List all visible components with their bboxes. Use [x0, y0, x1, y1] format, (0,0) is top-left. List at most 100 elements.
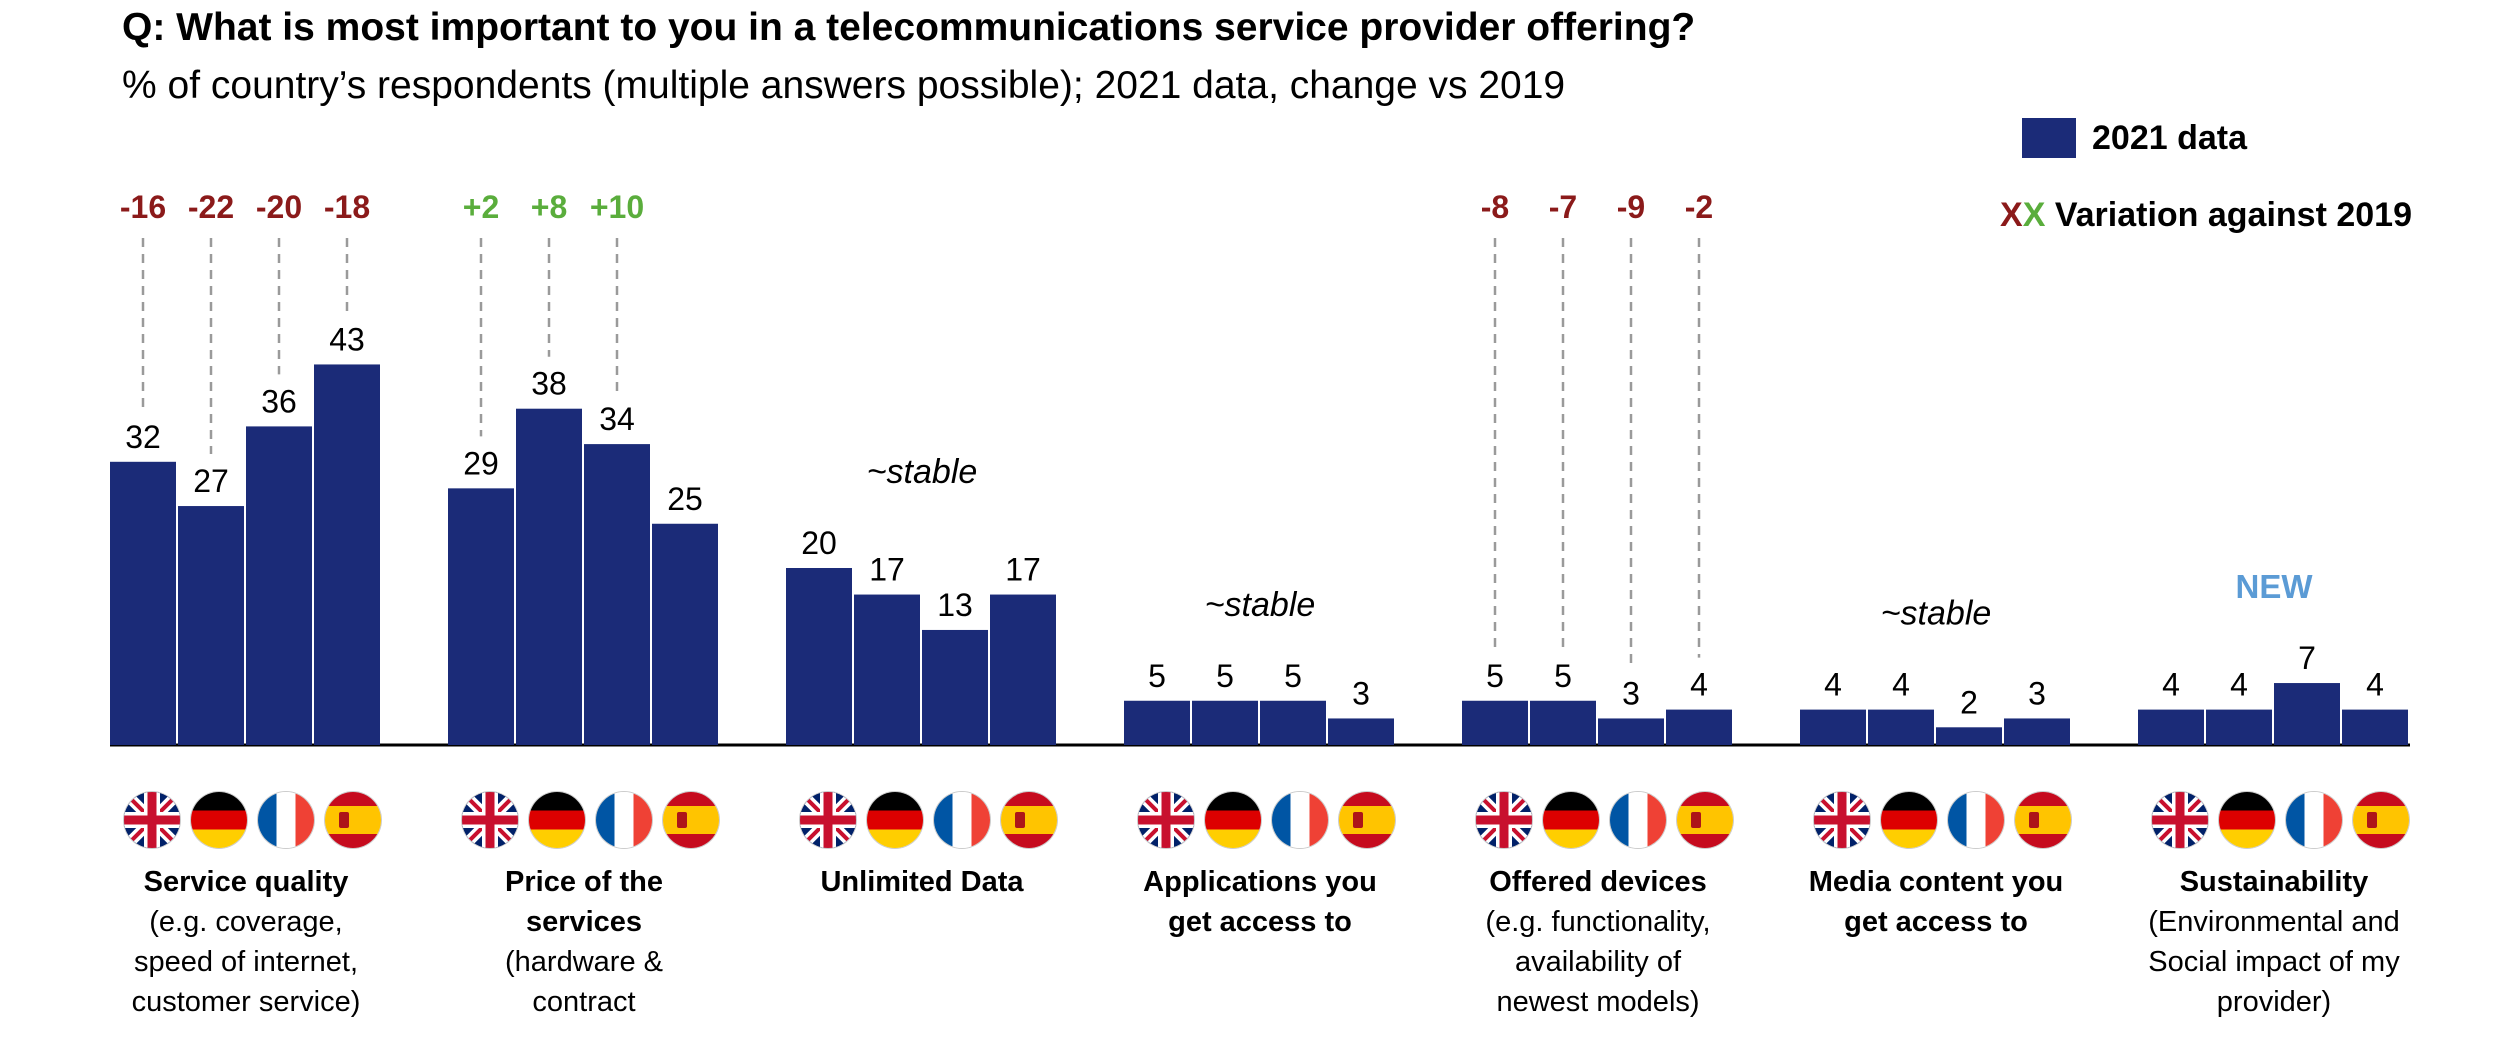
- category-label: Unlimited Data: [757, 862, 1087, 902]
- bar-value-label: 5: [1216, 658, 1234, 694]
- bar-value-label: 5: [1148, 658, 1166, 694]
- category-name: Sustainability: [2179, 866, 2369, 898]
- bar: [652, 523, 718, 745]
- legend-item-variation: XX Variation against 2019: [2000, 196, 2412, 235]
- germany-flag-icon: [191, 792, 247, 848]
- legend-swatch: [2022, 118, 2076, 158]
- category-name: get access to: [1168, 906, 1352, 938]
- bar: [786, 568, 852, 745]
- bar-value-label: 32: [125, 419, 161, 455]
- bar: [1868, 709, 1934, 745]
- category-description: availability of: [1514, 946, 1682, 978]
- bar: [1598, 718, 1664, 745]
- variation-label: -18: [324, 189, 370, 225]
- country-flags: [1476, 792, 1744, 848]
- legend-xx-red: X: [2000, 196, 2023, 234]
- uk-flag-icon: [462, 792, 518, 848]
- chart-title: Q: What is most important to you in a te…: [122, 6, 1696, 49]
- bar: [2274, 683, 2340, 745]
- bar-value-label: 5: [1554, 658, 1572, 694]
- spain-flag-icon: [1001, 792, 1057, 848]
- variation-label: -9: [1617, 189, 1645, 225]
- bar: [2138, 709, 2204, 745]
- variation-label: -8: [1481, 189, 1509, 225]
- bar-value-label: 38: [531, 366, 567, 402]
- bar-value-label: 3: [2028, 675, 2046, 711]
- france-flag-icon: [1610, 792, 1666, 848]
- country-flags: [124, 792, 392, 848]
- spain-flag-icon: [325, 792, 381, 848]
- uk-flag-icon: [1476, 792, 1532, 848]
- bar: [2004, 718, 2070, 745]
- germany-flag-icon: [1881, 792, 1937, 848]
- variation-label: -2: [1685, 189, 1713, 225]
- category-description: (e.g. coverage,: [149, 906, 343, 938]
- variation-label: -16: [120, 189, 166, 225]
- country-flags: [462, 792, 730, 848]
- bar: [1124, 700, 1190, 745]
- germany-flag-icon: [1205, 792, 1261, 848]
- variation-label: -7: [1549, 189, 1577, 225]
- bar-value-label: 4: [1690, 667, 1708, 703]
- category-description: (hardware &: [505, 946, 663, 978]
- france-flag-icon: [2286, 792, 2342, 848]
- category-name: Applications you: [1143, 866, 1377, 898]
- bar-value-label: 25: [667, 481, 703, 517]
- bar-value-label: 27: [193, 463, 229, 499]
- country-flags: [1814, 792, 2082, 848]
- france-flag-icon: [596, 792, 652, 848]
- bar: [2342, 709, 2408, 745]
- category-label: Applications you get access to: [1095, 862, 1425, 942]
- category-description: contract: [532, 986, 636, 1018]
- germany-flag-icon: [867, 792, 923, 848]
- bar-value-label: 13: [937, 587, 973, 623]
- variation-label: +10: [590, 189, 644, 225]
- bar: [1260, 700, 1326, 745]
- category-label: Offered devices (e.g. functionality, avail…: [1433, 862, 1763, 1022]
- variation-label: +2: [463, 189, 499, 225]
- germany-flag-icon: [1543, 792, 1599, 848]
- variation-label: -22: [188, 189, 234, 225]
- bar: [314, 364, 380, 745]
- category-description: (e.g. functionality,: [1485, 906, 1711, 938]
- bar-value-label: 4: [1892, 667, 1910, 703]
- category-name: services: [525, 906, 643, 938]
- bar-value-label: 4: [2162, 667, 2180, 703]
- bar: [922, 629, 988, 745]
- category-label: Media content you get access to: [1771, 862, 2101, 942]
- bar: [178, 506, 244, 745]
- legend-label-2021: 2021 data: [2092, 118, 2247, 157]
- category-label: Price of the services (hardware & contract: [419, 862, 749, 1022]
- bar-value-label: 43: [329, 321, 365, 357]
- category-name: Offered devices: [1489, 866, 1707, 898]
- legend-xx-green: X: [2022, 196, 2046, 234]
- variation-label: -20: [256, 189, 302, 225]
- bar: [990, 594, 1056, 745]
- bar: [516, 408, 582, 745]
- bar-value-label: 7: [2298, 640, 2316, 676]
- germany-flag-icon: [529, 792, 585, 848]
- bar-value-label: 29: [463, 445, 499, 481]
- category-label: Service quality (e.g. coverage, speed of i…: [81, 862, 411, 1022]
- category-name: Media content you: [1808, 866, 2064, 898]
- category-description: speed of internet,: [133, 946, 359, 978]
- bar: [1800, 709, 1866, 745]
- bar: [1936, 727, 2002, 745]
- bar-value-label: 4: [1824, 667, 1842, 703]
- category-name: Service quality: [143, 866, 349, 898]
- bar: [1192, 700, 1258, 745]
- uk-flag-icon: [1138, 792, 1194, 848]
- bar: [1666, 709, 1732, 745]
- france-flag-icon: [1948, 792, 2004, 848]
- category-name: Price of the: [505, 866, 663, 898]
- france-flag-icon: [258, 792, 314, 848]
- category-description: customer service): [131, 986, 361, 1018]
- bar: [854, 594, 920, 745]
- legend-item-2021: 2021 data: [2022, 118, 2247, 158]
- spain-flag-icon: [2353, 792, 2409, 848]
- bar-value-label: 20: [801, 525, 837, 561]
- bar-value-label: 5: [1486, 658, 1504, 694]
- bar-value-label: 3: [1622, 675, 1640, 711]
- country-flags: [800, 792, 1068, 848]
